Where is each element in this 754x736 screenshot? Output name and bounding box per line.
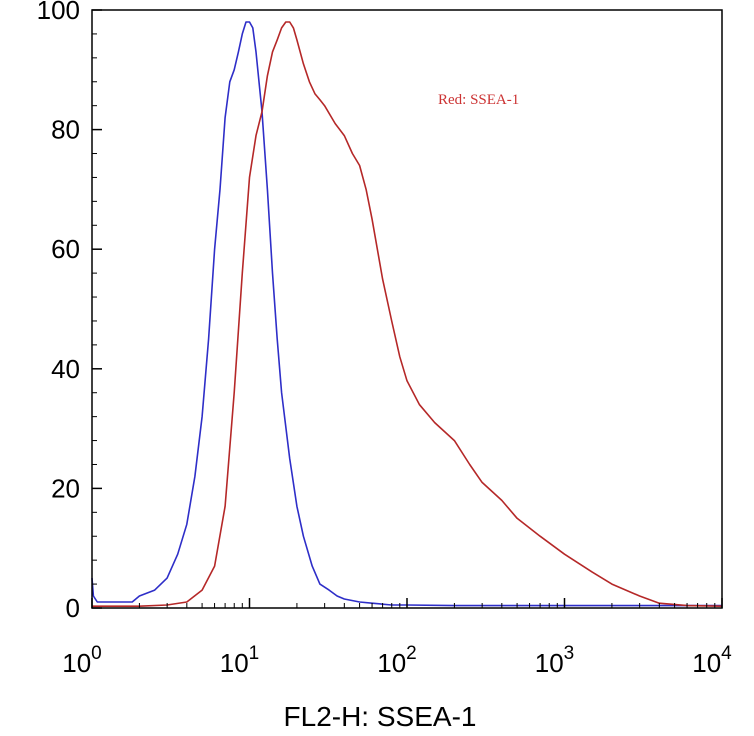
- x-axis: 100 101 102 103 104: [62, 598, 732, 678]
- x-tick-label: 101: [220, 643, 260, 678]
- y-tick-label: 100: [37, 0, 80, 25]
- y-tick-label: 80: [51, 115, 80, 145]
- y-tick-label: 20: [51, 473, 80, 503]
- x-tick-label: 103: [535, 643, 575, 678]
- x-tick-label: 102: [377, 643, 417, 678]
- x-axis-title: FL2-H: SSEA-1: [284, 701, 477, 732]
- y-axis: 0 20 40 60 80 100: [37, 0, 102, 623]
- legend-annotation: Red: SSEA-1: [438, 92, 519, 108]
- y-tick-label: 40: [51, 354, 80, 384]
- y-tick-label: 0: [66, 593, 80, 623]
- x-tick-label: 104: [692, 643, 732, 678]
- series-line-2: [92, 21, 723, 607]
- x-tick-label: 100: [62, 643, 102, 678]
- plot-curves: [91, 21, 723, 607]
- y-tick-label: 60: [51, 234, 80, 264]
- series-line-1: [91, 21, 722, 607]
